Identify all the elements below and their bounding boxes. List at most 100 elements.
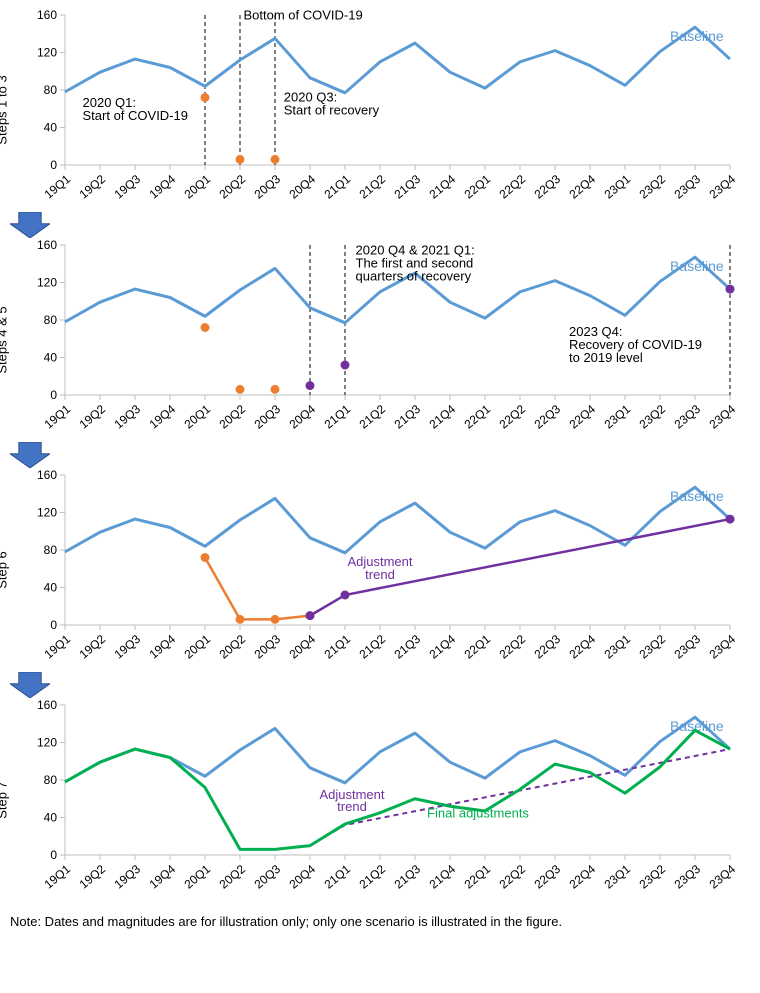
svg-text:0: 0	[50, 618, 57, 632]
svg-text:23Q4: 23Q4	[707, 402, 739, 432]
svg-text:19Q2: 19Q2	[77, 172, 109, 202]
svg-text:80: 80	[44, 313, 58, 327]
svg-text:19Q1: 19Q1	[42, 632, 74, 662]
svg-text:23Q4: 23Q4	[707, 632, 739, 662]
svg-text:80: 80	[44, 773, 58, 787]
svg-text:19Q1: 19Q1	[42, 172, 74, 202]
svg-text:Baseline: Baseline	[670, 28, 724, 44]
annotation: to 2019 level	[569, 350, 643, 365]
svg-text:19Q4: 19Q4	[147, 402, 179, 432]
svg-text:23Q3: 23Q3	[672, 632, 704, 662]
panel-p3: Step 60408012016019Q119Q219Q319Q420Q120Q…	[10, 470, 750, 670]
svg-text:23Q2: 23Q2	[637, 632, 669, 662]
svg-text:21Q2: 21Q2	[357, 402, 389, 432]
svg-text:20Q1: 20Q1	[182, 632, 214, 662]
panel-ylabel: Steps 4 & 5	[0, 306, 10, 373]
svg-text:22Q3: 22Q3	[532, 402, 564, 432]
svg-text:160: 160	[37, 10, 57, 22]
svg-text:22Q3: 22Q3	[532, 862, 564, 892]
svg-text:22Q4: 22Q4	[567, 632, 599, 662]
panel-p2: Steps 4 & 50408012016019Q119Q219Q319Q420…	[10, 240, 750, 440]
svg-text:20Q2: 20Q2	[217, 402, 249, 432]
svg-text:22Q1: 22Q1	[462, 632, 494, 662]
svg-text:23Q4: 23Q4	[707, 862, 739, 892]
svg-text:20Q3: 20Q3	[252, 862, 284, 892]
svg-text:21Q1: 21Q1	[322, 402, 354, 432]
svg-text:120: 120	[37, 276, 57, 290]
svg-text:120: 120	[37, 46, 57, 60]
baseline-line	[65, 717, 730, 783]
svg-text:19Q4: 19Q4	[147, 172, 179, 202]
svg-text:23Q2: 23Q2	[637, 862, 669, 892]
svg-text:0: 0	[50, 158, 57, 172]
svg-text:22Q2: 22Q2	[497, 402, 529, 432]
svg-text:20Q4: 20Q4	[287, 402, 319, 432]
svg-text:40: 40	[44, 811, 58, 825]
svg-text:20Q2: 20Q2	[217, 862, 249, 892]
svg-text:19Q3: 19Q3	[112, 632, 144, 662]
svg-text:21Q2: 21Q2	[357, 632, 389, 662]
annotation: Start of COVID-19	[83, 108, 188, 123]
panel-p1: Steps 1 to 30408012016019Q119Q219Q319Q42…	[10, 10, 750, 210]
svg-text:21Q2: 21Q2	[357, 862, 389, 892]
svg-text:22Q4: 22Q4	[567, 402, 599, 432]
svg-text:19Q1: 19Q1	[42, 402, 74, 432]
svg-text:22Q4: 22Q4	[567, 172, 599, 202]
panel-ylabel: Step 6	[0, 551, 10, 589]
panel-ylabel: Step 7	[0, 781, 10, 819]
svg-text:20Q3: 20Q3	[252, 402, 284, 432]
panel-p4: Step 70408012016019Q119Q219Q319Q420Q120Q…	[10, 700, 750, 900]
svg-text:23Q3: 23Q3	[672, 172, 704, 202]
svg-text:22Q1: 22Q1	[462, 862, 494, 892]
svg-text:19Q4: 19Q4	[147, 632, 179, 662]
svg-text:19Q2: 19Q2	[77, 402, 109, 432]
annotation: quarters of recovery	[356, 269, 472, 284]
svg-text:20Q1: 20Q1	[182, 862, 214, 892]
annotation: Bottom of COVID-19	[244, 10, 363, 23]
svg-text:20Q1: 20Q1	[182, 172, 214, 202]
svg-text:20Q3: 20Q3	[252, 172, 284, 202]
footnote: Note: Dates and magnitudes are for illus…	[10, 914, 750, 929]
annotation: trend	[337, 799, 367, 814]
svg-text:19Q3: 19Q3	[112, 862, 144, 892]
svg-text:21Q1: 21Q1	[322, 632, 354, 662]
svg-text:23Q1: 23Q1	[602, 862, 634, 892]
svg-text:19Q1: 19Q1	[42, 862, 74, 892]
svg-text:22Q2: 22Q2	[497, 172, 529, 202]
svg-text:21Q3: 21Q3	[392, 172, 424, 202]
annotation: Start of recovery	[284, 102, 380, 117]
svg-text:0: 0	[50, 848, 57, 862]
svg-text:22Q2: 22Q2	[497, 862, 529, 892]
annotation: Final adjustments	[427, 806, 529, 821]
annotation: trend	[365, 567, 395, 582]
svg-text:23Q1: 23Q1	[602, 402, 634, 432]
svg-text:0: 0	[50, 388, 57, 402]
baseline-line	[65, 27, 730, 93]
svg-text:80: 80	[44, 543, 58, 557]
svg-text:21Q2: 21Q2	[357, 172, 389, 202]
panel-svg: 0408012016019Q119Q219Q319Q420Q120Q220Q32…	[10, 700, 750, 900]
svg-text:21Q3: 21Q3	[392, 402, 424, 432]
flow-arrow	[10, 442, 750, 468]
svg-text:19Q3: 19Q3	[112, 172, 144, 202]
svg-text:Baseline: Baseline	[670, 488, 724, 504]
svg-text:23Q3: 23Q3	[672, 402, 704, 432]
svg-text:22Q3: 22Q3	[532, 172, 564, 202]
svg-text:19Q4: 19Q4	[147, 862, 179, 892]
svg-text:20Q1: 20Q1	[182, 402, 214, 432]
svg-text:20Q2: 20Q2	[217, 632, 249, 662]
svg-text:40: 40	[44, 121, 58, 135]
flow-arrow	[10, 212, 750, 238]
svg-text:19Q2: 19Q2	[77, 632, 109, 662]
svg-text:22Q2: 22Q2	[497, 632, 529, 662]
panel-svg: 0408012016019Q119Q219Q319Q420Q120Q220Q32…	[10, 240, 750, 440]
svg-text:160: 160	[37, 470, 57, 482]
panel-svg: 0408012016019Q119Q219Q319Q420Q120Q220Q32…	[10, 10, 750, 210]
svg-text:23Q1: 23Q1	[602, 172, 634, 202]
svg-text:20Q4: 20Q4	[287, 172, 319, 202]
flow-arrow	[10, 672, 750, 698]
svg-text:22Q3: 22Q3	[532, 632, 564, 662]
svg-text:40: 40	[44, 351, 58, 365]
svg-text:21Q4: 21Q4	[427, 402, 459, 432]
panel-svg: 0408012016019Q119Q219Q319Q420Q120Q220Q32…	[10, 470, 750, 670]
